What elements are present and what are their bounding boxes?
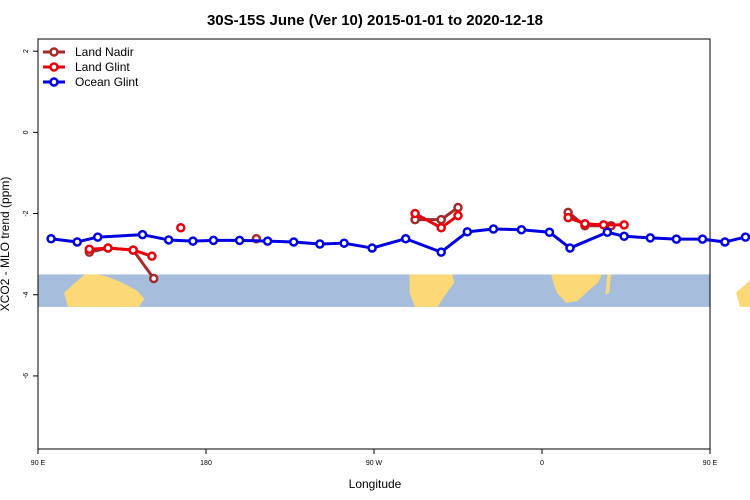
data-point (462, 227, 473, 237)
data-point (72, 237, 82, 247)
data-point (84, 244, 95, 255)
data-point (453, 202, 463, 213)
data-point (46, 233, 56, 244)
legend-label: Land Nadir (75, 45, 134, 59)
land-mass (736, 280, 750, 307)
legend-marker (49, 77, 59, 87)
data-point (565, 243, 575, 253)
data-point (671, 234, 682, 244)
y-tick-label: -6 (23, 373, 30, 379)
land-mass (64, 274, 145, 307)
x-tick-label: 90 W (366, 460, 383, 467)
data-point (697, 234, 708, 244)
legend-item: Ocean Glint (43, 75, 139, 89)
data-point (262, 236, 273, 246)
chart-title: 30S-15S June (Ver 10) 2015-01-01 to 2020… (207, 12, 543, 29)
data-point (400, 233, 411, 244)
data-point (720, 237, 730, 247)
data-point (453, 210, 463, 221)
series-line (567, 216, 625, 227)
data-point (103, 243, 113, 253)
y-axis-label: XCO2 - MLO trend (ppm) (0, 177, 12, 312)
x-tick-label: 0 (540, 460, 544, 467)
y-tick-label: -2 (23, 210, 30, 216)
data-point (315, 239, 325, 249)
data-point (436, 223, 446, 233)
series-layer (46, 202, 750, 284)
y-tick-label: 2 (23, 49, 30, 53)
data-point (234, 235, 245, 246)
legend-marker (49, 62, 59, 72)
y-tick-label: -4 (23, 292, 30, 298)
series-ocean-glint (46, 224, 750, 257)
data-point (645, 233, 656, 243)
land-mass (605, 274, 612, 295)
data-point (544, 227, 555, 237)
data-point (188, 236, 198, 246)
data-point (602, 227, 613, 237)
data-point (488, 224, 499, 234)
data-point (288, 237, 299, 247)
x-tick-label: 90 E (703, 460, 718, 467)
data-point (436, 247, 446, 257)
data-point (208, 235, 219, 246)
data-point (580, 218, 590, 229)
map-band (38, 274, 750, 307)
legend-item: Land Nadir (43, 45, 134, 59)
x-axis: 90 E 180 90 W 0 90 E (31, 449, 718, 467)
legend-marker (49, 47, 59, 57)
series-land-glint (84, 208, 629, 261)
data-point (128, 245, 138, 255)
data-point (367, 243, 377, 253)
data-point (163, 235, 174, 245)
data-point (410, 208, 420, 219)
land-mass (551, 274, 602, 303)
data-point (137, 229, 148, 240)
data-point (436, 214, 446, 225)
land-mass (409, 274, 455, 307)
data-point (147, 251, 157, 261)
data-point (176, 223, 186, 233)
y-tick-label: 0 (23, 130, 30, 134)
data-point (563, 212, 573, 223)
series-line (50, 227, 750, 254)
data-point (598, 220, 609, 230)
legend-label: Ocean Glint (75, 75, 139, 89)
data-point (92, 232, 103, 242)
legend-label: Land Glint (75, 60, 130, 74)
x-tick-label: 90 E (31, 460, 46, 467)
data-point (740, 232, 750, 242)
series-line (89, 246, 153, 258)
data-point (148, 273, 159, 284)
data-point (339, 238, 349, 248)
y-axis: 2 0 -2 -4 -6 (23, 49, 38, 379)
x-axis-label: Longitude (349, 477, 402, 491)
legend-item: Land Glint (43, 60, 130, 74)
data-point (619, 220, 629, 230)
data-point (619, 231, 629, 242)
x-tick-label: 180 (200, 460, 212, 467)
data-point (516, 225, 527, 235)
